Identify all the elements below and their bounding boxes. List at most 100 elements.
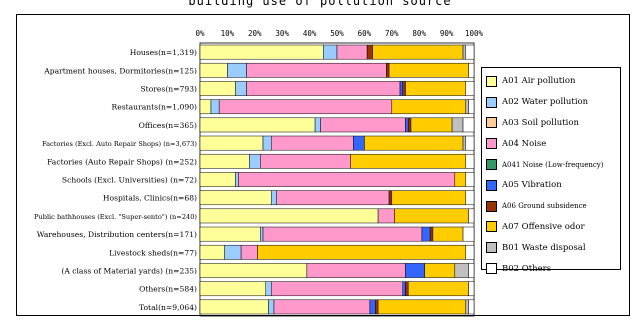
bar-segment xyxy=(465,299,469,315)
bar-segment xyxy=(465,81,475,96)
bar-segment xyxy=(407,281,469,297)
legend-swatch xyxy=(486,159,497,171)
bar-segment xyxy=(270,190,277,206)
bar-segment xyxy=(465,135,475,151)
legend-swatch xyxy=(486,117,497,129)
bar-segment xyxy=(260,226,264,242)
bar-segment xyxy=(199,208,379,224)
bar-segment xyxy=(468,99,475,115)
bar-segment xyxy=(257,244,467,260)
bar-segment xyxy=(320,117,406,133)
chart-legend: A01 Air pollution A02 Water pollution A03 … xyxy=(481,67,621,275)
category-label: Livestock sheds(n=77) xyxy=(109,248,197,257)
legend-label: A041 Noise (Low-frequency) xyxy=(502,160,604,169)
bar-segment xyxy=(405,281,409,297)
bar-segment xyxy=(210,99,220,115)
x-tick-label: 0% xyxy=(195,29,205,38)
legend-item: A01 Air pollution xyxy=(486,71,620,92)
bar-segment xyxy=(306,263,406,278)
category-label: Others(n=584) xyxy=(139,285,197,294)
category-label: Restaurants(n=1,090) xyxy=(112,103,198,112)
legend-item: B01 Waste disposal xyxy=(486,237,620,258)
category-label: Houses(n=1,319) xyxy=(130,48,197,57)
legend-label: A06 Ground subsidence xyxy=(502,202,587,211)
bar-segment xyxy=(199,244,225,260)
legend-swatch xyxy=(486,200,497,212)
legend-item: A02 Water pollution xyxy=(486,92,620,113)
bar-segment xyxy=(402,81,406,96)
x-tick-label: 70% xyxy=(385,29,399,38)
bar-segment xyxy=(199,263,308,278)
bar-segment xyxy=(462,117,475,133)
bar-segment xyxy=(199,153,250,169)
legend-item: A04 Noise xyxy=(486,133,620,154)
bar-segment xyxy=(462,44,467,60)
bar-segment xyxy=(199,190,272,206)
legend-label: A01 Air pollution xyxy=(502,76,576,87)
bar-segment xyxy=(199,135,264,151)
bar-segment xyxy=(199,99,212,115)
x-tick-label: 60% xyxy=(358,29,372,38)
bar-segment xyxy=(429,226,434,242)
bar-segment xyxy=(372,44,464,60)
bar-segment xyxy=(465,244,475,260)
bar-segment xyxy=(432,226,464,242)
legend-swatch xyxy=(486,263,497,275)
bar-segment xyxy=(224,244,242,260)
bar-segment xyxy=(405,117,409,133)
bar-segment xyxy=(199,299,269,315)
bar-segment xyxy=(218,99,393,115)
legend-item: A05 Vibration xyxy=(486,175,620,196)
bar-segment xyxy=(405,263,425,278)
legend-label: A05 Vibration xyxy=(502,180,562,191)
bar-segment xyxy=(369,299,376,315)
legend-item: A03 Soil pollution xyxy=(486,113,620,134)
bar-segment xyxy=(454,172,467,187)
category-label: (A class of Material yards) (n=235) xyxy=(61,267,197,276)
bar-segment xyxy=(235,81,247,96)
bar-segment xyxy=(465,153,475,169)
bar-segment xyxy=(350,153,467,169)
bar-segment xyxy=(249,153,261,169)
legend-swatch xyxy=(486,138,497,150)
bar-segment xyxy=(465,99,469,115)
bar-segment xyxy=(388,190,393,206)
bar-segment xyxy=(468,281,475,297)
bar-segment xyxy=(323,44,338,60)
bar-segment xyxy=(391,190,467,206)
bar-segment xyxy=(375,299,379,315)
bar-segment xyxy=(451,117,464,133)
bar-segment xyxy=(391,99,467,115)
category-label: Warehouses, Distribution centers(n=171) xyxy=(37,230,197,239)
bar-segment xyxy=(235,172,239,187)
category-label: Stores(n=793) xyxy=(140,85,197,94)
legend-label: A04 Noise xyxy=(502,138,547,149)
bar-segment xyxy=(262,226,423,242)
legend-label: A07 Offensive odor xyxy=(502,221,585,232)
bar-segment xyxy=(410,117,453,133)
legend-swatch xyxy=(486,75,497,87)
legend-swatch xyxy=(486,179,497,191)
bar-segment xyxy=(405,81,467,96)
bar-segment xyxy=(399,81,404,96)
legend-item: A041 Noise (Low-frequency) xyxy=(486,154,620,175)
bar-segment xyxy=(199,172,236,187)
x-tick-label: 20% xyxy=(248,29,262,38)
bar-segment xyxy=(364,135,464,151)
bar-segment xyxy=(377,299,467,315)
legend-item: B02 Others xyxy=(486,258,620,279)
bar-segment xyxy=(240,244,258,260)
bar-segment xyxy=(468,208,475,224)
category-label: Apartment houses, Dormitories(n=125) xyxy=(43,66,197,75)
bar-segment xyxy=(199,81,236,96)
legend-label: A02 Water pollution xyxy=(502,97,589,108)
bar-segment xyxy=(402,281,406,297)
bar-segment xyxy=(273,299,371,315)
bar-segment xyxy=(353,135,365,151)
bar-segment xyxy=(199,117,316,133)
legend-swatch xyxy=(486,96,497,108)
bar-segment xyxy=(199,281,267,297)
bar-segment xyxy=(388,62,469,78)
bar-segment xyxy=(270,281,404,297)
bar-segment xyxy=(377,208,395,224)
